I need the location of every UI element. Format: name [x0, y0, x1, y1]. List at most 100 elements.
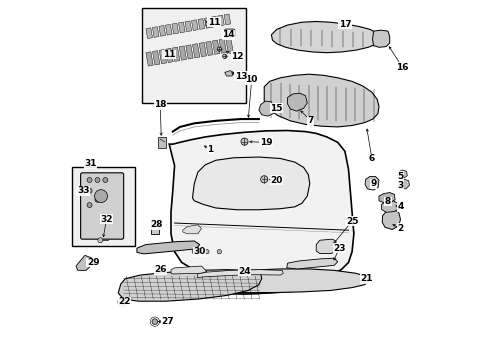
- Polygon shape: [382, 210, 400, 229]
- Polygon shape: [191, 20, 198, 31]
- Circle shape: [260, 176, 267, 183]
- Text: 28: 28: [150, 220, 163, 229]
- Circle shape: [94, 190, 107, 203]
- Circle shape: [87, 177, 92, 183]
- Text: 30: 30: [193, 247, 205, 256]
- Polygon shape: [211, 16, 217, 27]
- Circle shape: [102, 177, 108, 183]
- Circle shape: [120, 299, 125, 305]
- Bar: [158, 137, 166, 148]
- Text: 12: 12: [231, 52, 243, 61]
- Text: 15: 15: [270, 104, 283, 113]
- Polygon shape: [185, 45, 193, 59]
- Text: 27: 27: [161, 317, 173, 326]
- Circle shape: [205, 21, 211, 27]
- Polygon shape: [225, 38, 233, 52]
- Circle shape: [217, 47, 221, 51]
- Polygon shape: [224, 71, 233, 76]
- Circle shape: [95, 177, 100, 183]
- Text: 6: 6: [368, 154, 374, 163]
- Text: 16: 16: [395, 63, 407, 72]
- Text: 18: 18: [154, 100, 166, 109]
- Polygon shape: [171, 266, 206, 274]
- Text: 17: 17: [338, 19, 350, 28]
- Polygon shape: [169, 131, 353, 294]
- Bar: [72, 167, 135, 246]
- Polygon shape: [204, 17, 211, 28]
- Circle shape: [217, 249, 221, 254]
- Polygon shape: [198, 19, 204, 30]
- Text: 9: 9: [369, 179, 376, 188]
- Polygon shape: [178, 22, 185, 33]
- FancyBboxPatch shape: [224, 29, 234, 37]
- Polygon shape: [212, 40, 219, 54]
- Polygon shape: [224, 14, 230, 25]
- FancyBboxPatch shape: [81, 173, 123, 239]
- Polygon shape: [159, 49, 166, 64]
- Circle shape: [87, 203, 92, 208]
- Text: 31: 31: [84, 159, 96, 168]
- Polygon shape: [398, 179, 408, 189]
- Polygon shape: [217, 15, 224, 26]
- Text: 11: 11: [207, 18, 220, 27]
- Polygon shape: [199, 42, 206, 57]
- Polygon shape: [145, 28, 152, 39]
- Bar: [151, 222, 159, 234]
- Polygon shape: [378, 193, 394, 203]
- Circle shape: [192, 249, 196, 254]
- Circle shape: [87, 188, 92, 193]
- Text: 20: 20: [270, 176, 283, 185]
- Polygon shape: [190, 269, 367, 293]
- Circle shape: [222, 54, 226, 58]
- Polygon shape: [76, 255, 96, 270]
- Polygon shape: [316, 239, 335, 253]
- Polygon shape: [179, 46, 186, 60]
- Text: 32: 32: [100, 215, 112, 224]
- Text: 26: 26: [154, 265, 166, 274]
- Text: 5: 5: [397, 172, 403, 181]
- Text: 2: 2: [397, 224, 403, 233]
- Text: 19: 19: [259, 138, 272, 147]
- Polygon shape: [184, 21, 191, 32]
- Circle shape: [95, 197, 100, 202]
- Text: 8: 8: [384, 197, 390, 206]
- Circle shape: [241, 138, 247, 145]
- Polygon shape: [192, 44, 200, 58]
- Text: 29: 29: [87, 258, 99, 267]
- Polygon shape: [165, 48, 173, 63]
- Text: 23: 23: [333, 244, 345, 253]
- Polygon shape: [205, 41, 213, 55]
- Polygon shape: [372, 30, 389, 47]
- Text: 4: 4: [396, 202, 403, 211]
- Polygon shape: [258, 101, 273, 116]
- Polygon shape: [183, 225, 201, 234]
- Text: 14: 14: [222, 30, 234, 39]
- Text: 7: 7: [307, 116, 313, 125]
- Text: 25: 25: [345, 217, 358, 226]
- Polygon shape: [172, 47, 180, 62]
- Circle shape: [204, 249, 208, 254]
- Text: 3: 3: [397, 181, 403, 190]
- Polygon shape: [137, 241, 199, 254]
- Circle shape: [98, 238, 102, 243]
- Polygon shape: [152, 51, 160, 65]
- Polygon shape: [172, 23, 178, 34]
- Polygon shape: [381, 201, 398, 212]
- Polygon shape: [118, 270, 261, 301]
- Polygon shape: [145, 52, 153, 66]
- Circle shape: [152, 319, 158, 324]
- Text: 13: 13: [234, 72, 246, 81]
- Text: 1: 1: [207, 145, 213, 154]
- Polygon shape: [397, 170, 407, 179]
- Polygon shape: [159, 26, 165, 36]
- Polygon shape: [165, 24, 172, 35]
- Text: 24: 24: [238, 267, 250, 276]
- Polygon shape: [271, 22, 378, 53]
- Polygon shape: [219, 39, 226, 53]
- Text: 11: 11: [163, 50, 175, 59]
- Polygon shape: [264, 74, 378, 127]
- Polygon shape: [152, 27, 159, 37]
- Bar: [142, 8, 246, 103]
- Polygon shape: [286, 258, 337, 269]
- Polygon shape: [364, 176, 378, 190]
